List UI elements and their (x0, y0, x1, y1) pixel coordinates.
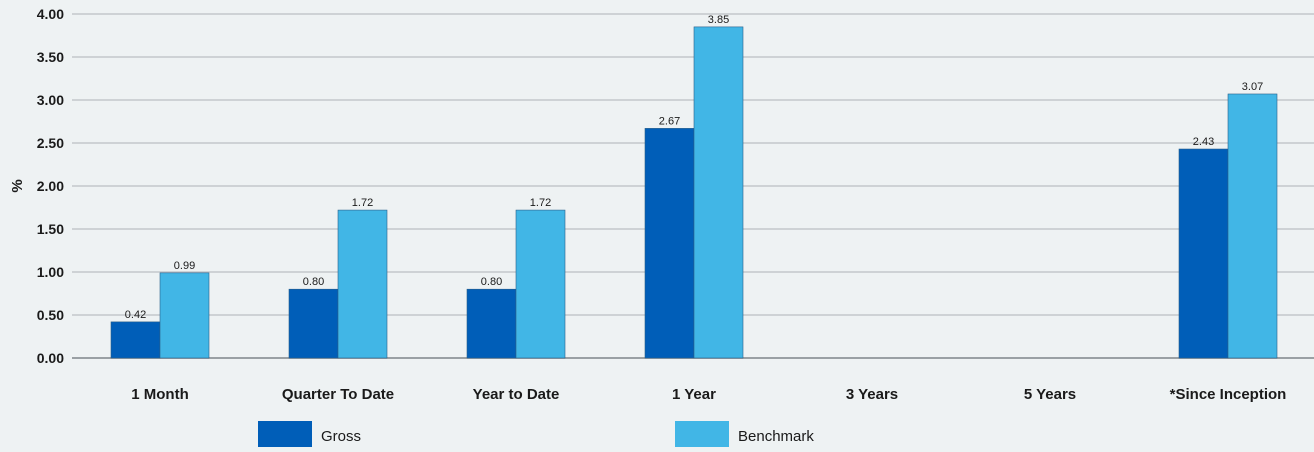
bar-benchmark (159, 272, 210, 359)
legend-swatch-benchmark (675, 421, 729, 447)
bars (110, 26, 1278, 359)
y-tick-label: 0.50 (37, 307, 64, 323)
data-label: 1.72 (530, 197, 551, 209)
bar-gross (466, 288, 517, 359)
y-tick-label: 4.00 (37, 6, 64, 22)
data-label: 0.80 (303, 276, 324, 288)
data-label: 0.99 (174, 260, 195, 272)
bar-gross (1178, 148, 1229, 359)
bar-benchmark (515, 209, 566, 359)
y-tick-label: 1.50 (37, 221, 64, 237)
y-tick-label: 2.50 (37, 135, 64, 151)
bar-benchmark (337, 209, 388, 359)
bar-benchmark (693, 26, 744, 359)
data-label: 2.67 (659, 115, 680, 127)
legend: Gross Benchmark (258, 421, 814, 447)
data-label: 3.85 (708, 14, 729, 26)
bar-gross (110, 321, 161, 359)
data-label: 3.07 (1242, 81, 1263, 93)
x-tick-label: 1 Month (131, 386, 189, 403)
x-tick-label: 5 Years (1024, 386, 1076, 403)
data-label: 1.72 (352, 197, 373, 209)
x-axis-ticks: 1 Month Quarter To Date Year to Date 1 Year… (131, 386, 1286, 403)
x-tick-label: *Since Inception (1170, 386, 1287, 403)
x-tick-label: 1 Year (672, 386, 716, 403)
y-tick-label: 0.00 (37, 350, 64, 366)
x-tick-label: Quarter To Date (282, 386, 394, 403)
bar-gross (288, 288, 339, 359)
y-tick-label: 3.00 (37, 92, 64, 108)
bar-gross (644, 128, 695, 359)
y-tick-label: 2.00 (37, 178, 64, 194)
bar-benchmark (1227, 93, 1278, 359)
x-tick-label: Year to Date (473, 386, 560, 403)
x-tick-label: 3 Years (846, 386, 898, 403)
data-label: 2.43 (1193, 136, 1214, 148)
legend-label-benchmark: Benchmark (738, 428, 814, 445)
legend-label-gross: Gross (321, 428, 361, 445)
data-label: 0.80 (481, 276, 502, 288)
y-tick-label: 1.00 (37, 264, 64, 280)
legend-swatch-gross (258, 421, 312, 447)
data-label: 0.42 (125, 309, 146, 321)
data-labels: 0.42 0.80 0.80 2.67 2.43 0.99 1.72 1.72 3.85 3.07 (125, 14, 1263, 321)
y-axis-label: % (9, 179, 26, 192)
y-tick-label: 3.50 (37, 49, 64, 65)
y-axis-ticks: 0.00 0.50 1.00 1.50 2.00 2.50 3.00 3.50 4.00 (37, 6, 64, 366)
